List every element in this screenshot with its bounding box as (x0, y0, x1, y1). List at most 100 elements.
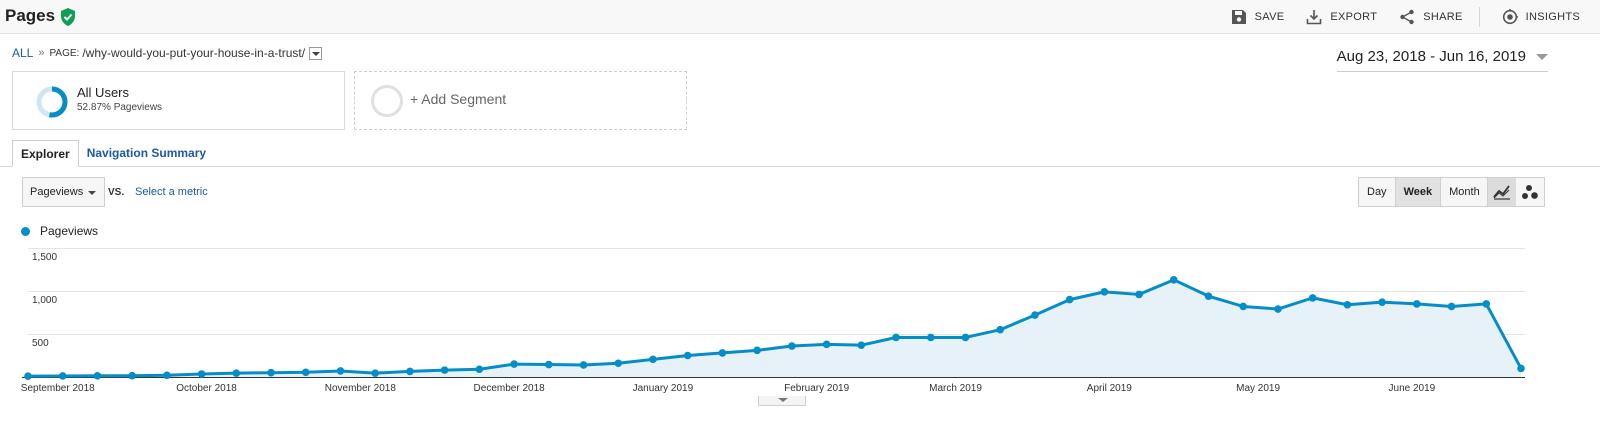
data-point (1204, 292, 1213, 300)
data-point (232, 369, 241, 377)
data-point (1413, 300, 1421, 308)
data-point (649, 355, 657, 364)
add-segment-button[interactable]: + Add Segment (354, 71, 687, 130)
breadcrumb-all-link[interactable]: ALL (12, 46, 34, 60)
data-point (892, 333, 900, 342)
export-button[interactable]: EXPORT (1306, 9, 1377, 25)
x-tick-label: April 2019 (1087, 383, 1132, 394)
save-icon (1231, 10, 1246, 24)
segment-name: All Users (77, 85, 130, 100)
toolbar-divider (1478, 7, 1480, 27)
period-day-button[interactable]: Day (1359, 178, 1396, 206)
breadcrumb-page-label: PAGE: (49, 47, 80, 59)
data-point (371, 369, 380, 377)
metric-select[interactable]: Pageviews (22, 177, 105, 207)
data-point (718, 349, 727, 357)
period-month-button[interactable]: Month (1441, 178, 1488, 206)
data-point (267, 368, 275, 377)
data-point (753, 346, 761, 355)
data-point (510, 360, 518, 368)
data-point (1343, 300, 1352, 309)
data-point (93, 371, 102, 380)
chevron-down-icon (88, 191, 96, 195)
report-header: Pages SAVE EXPORT (0, 0, 1600, 34)
line-chart-button[interactable] (1488, 178, 1516, 206)
metric-select-value: Pageviews (30, 186, 84, 198)
data-point (788, 342, 796, 350)
data-point (1378, 298, 1386, 306)
vs-label: VS. (108, 187, 125, 198)
share-label: SHARE (1423, 11, 1463, 23)
line-chart-icon (1493, 185, 1510, 200)
select-metric-link[interactable]: Select a metric (135, 186, 208, 198)
segment-donut-icon (36, 86, 68, 118)
x-tick-label: December 2018 (474, 383, 546, 394)
tab-explorer[interactable]: Explorer (12, 140, 79, 167)
segment-all-users[interactable]: All Users 52.87% Pageviews (12, 71, 345, 130)
period-week-button[interactable]: Week (1395, 178, 1442, 206)
chart-type-toggle (1487, 177, 1545, 207)
data-point (1031, 311, 1039, 319)
add-segment-circle-icon (371, 85, 403, 117)
data-point (996, 325, 1004, 334)
page-title: Pages (5, 6, 56, 25)
y-tick-label: 1,000 (32, 295, 57, 306)
share-button[interactable]: SHARE (1399, 9, 1462, 25)
data-point (197, 370, 206, 378)
tab-navigation-summary[interactable]: Navigation Summary (86, 146, 207, 160)
legend-swatch (21, 226, 30, 236)
breadcrumb-page-value: /why-would-you-put-your-house-in-a-trust… (82, 46, 306, 60)
x-tick-label: January 2019 (633, 383, 694, 394)
legend-label: Pageviews (40, 224, 99, 238)
y-tick-label: 500 (32, 338, 49, 349)
data-point (961, 333, 970, 342)
data-point (1065, 295, 1074, 304)
data-point (545, 360, 553, 369)
data-point (1135, 290, 1143, 299)
export-label: EXPORT (1330, 11, 1378, 23)
data-point (1482, 300, 1491, 308)
segment-subtitle: 52.87% Pageviews (77, 102, 163, 113)
insights-label: INSIGHTS (1525, 11, 1580, 23)
period-toggle: Day Week Month (1358, 177, 1489, 207)
insights-button[interactable]: INSIGHTS (1502, 9, 1580, 25)
pageviews-line-chart: 1,500 1,000 500 September 2018 October 2018 N… (21, 248, 1525, 394)
data-point (128, 371, 136, 380)
breadcrumb: ALL » PAGE: /why-would-you-put-your-hous… (12, 46, 323, 60)
data-point (1239, 302, 1248, 311)
data-point (24, 372, 32, 380)
breadcrumb-dropdown-button[interactable] (309, 46, 323, 60)
data-point (1100, 288, 1109, 296)
data-point (301, 368, 310, 377)
date-range-picker[interactable]: Aug 23, 2018 - Jun 16, 2019 (1336, 48, 1548, 72)
x-tick-label: May 2019 (1236, 383, 1280, 394)
x-tick-label: September 2018 (21, 383, 95, 394)
data-point (336, 367, 345, 375)
chart-collapse-handle[interactable] (758, 396, 806, 406)
data-point (1274, 305, 1282, 313)
data-point (614, 359, 623, 368)
data-point (1308, 294, 1317, 302)
data-point (58, 372, 67, 380)
data-point (406, 367, 414, 376)
chevron-down-icon (1536, 53, 1548, 60)
data-point (1517, 364, 1525, 373)
data-point (475, 365, 484, 374)
x-tick-label: February 2019 (784, 383, 849, 394)
chart-legend: Pageviews (21, 224, 98, 238)
data-point (579, 361, 588, 369)
tab-divider (0, 166, 1600, 167)
motion-chart-button[interactable] (1516, 178, 1544, 206)
breadcrumb-separator: » (38, 47, 45, 59)
data-point (163, 371, 171, 380)
date-range-text: Aug 23, 2018 - Jun 16, 2019 (1336, 48, 1526, 65)
y-tick-label: 1,500 (32, 252, 57, 263)
data-point (1447, 302, 1456, 311)
save-label: SAVE (1254, 11, 1285, 23)
share-icon (1400, 9, 1414, 25)
x-tick-label: November 2018 (325, 383, 397, 394)
save-button[interactable]: SAVE (1231, 9, 1285, 25)
export-icon (1307, 10, 1322, 25)
series-line (27, 278, 1523, 378)
x-tick-label: March 2019 (929, 383, 982, 394)
